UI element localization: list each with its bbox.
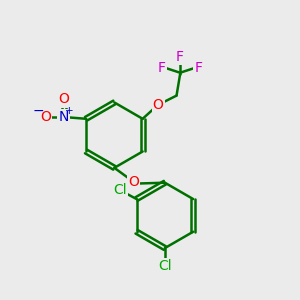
Text: Cl: Cl	[113, 183, 127, 197]
Text: Cl: Cl	[158, 259, 172, 273]
Text: F: F	[194, 61, 202, 75]
Text: O: O	[128, 175, 139, 189]
Text: O: O	[153, 98, 164, 112]
Text: O: O	[40, 110, 51, 124]
Text: F: F	[176, 50, 184, 64]
Text: +: +	[65, 106, 74, 116]
Text: F: F	[158, 61, 166, 75]
Text: O: O	[58, 92, 69, 106]
Text: N: N	[58, 110, 69, 124]
Text: −: −	[33, 104, 45, 118]
